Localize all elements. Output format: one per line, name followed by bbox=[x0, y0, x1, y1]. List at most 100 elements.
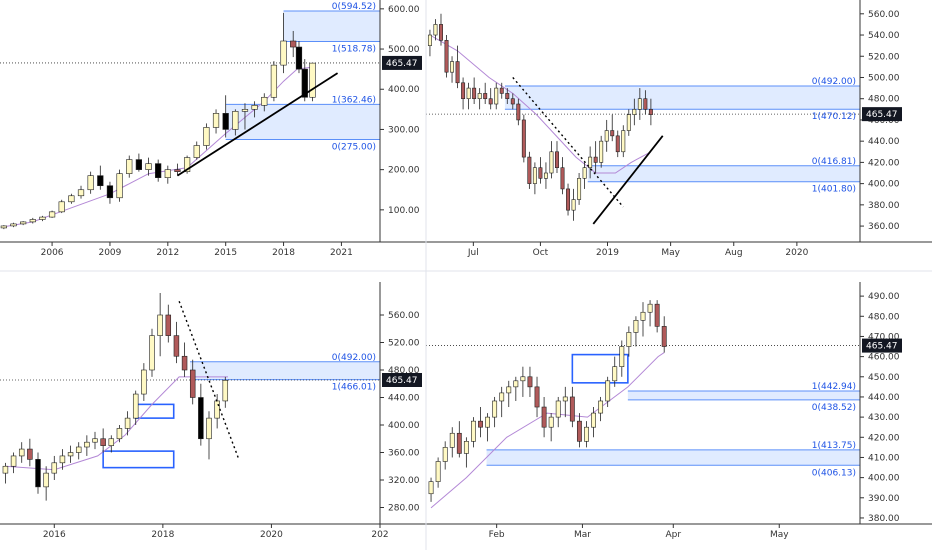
y-tick-label: 400.00 bbox=[868, 474, 900, 484]
candle-body bbox=[126, 159, 133, 174]
fib-level-label: 1(401.80) bbox=[812, 185, 856, 195]
candle-body bbox=[610, 130, 615, 137]
marked-box bbox=[102, 450, 175, 469]
candle-body bbox=[582, 167, 587, 179]
candle-body bbox=[97, 175, 104, 187]
dotted-trendline bbox=[178, 301, 240, 460]
candle-body bbox=[520, 376, 526, 382]
candle-body bbox=[232, 111, 239, 130]
moving-average-line bbox=[5, 376, 228, 471]
fib-zone bbox=[627, 391, 860, 400]
candle-body bbox=[212, 113, 220, 128]
candle-body bbox=[435, 461, 441, 482]
candle-body bbox=[571, 199, 576, 211]
fib-level-label: 0(406.13) bbox=[812, 468, 856, 478]
y-tick-label: 470.00 bbox=[868, 332, 900, 342]
candle-body bbox=[164, 169, 171, 178]
fib-zone bbox=[283, 11, 380, 42]
x-tick-label: Aug bbox=[725, 248, 743, 258]
x-tick-label: 2015 bbox=[214, 248, 237, 258]
x-tick-label: May bbox=[661, 248, 680, 258]
moving-average-line bbox=[3, 66, 313, 228]
x-tick-label: 2019 bbox=[596, 248, 619, 258]
candle-body bbox=[548, 416, 554, 428]
candle-body bbox=[206, 417, 212, 440]
candle-body bbox=[10, 223, 17, 227]
candle-body bbox=[449, 432, 455, 448]
y-tick-label: 200.00 bbox=[388, 166, 420, 176]
candle-body bbox=[295, 46, 303, 70]
fib-zone bbox=[190, 361, 380, 380]
candle-body bbox=[450, 61, 455, 73]
candle-body bbox=[189, 369, 196, 398]
candle-body bbox=[455, 61, 460, 84]
candle-body bbox=[442, 447, 448, 462]
candle-body bbox=[521, 119, 526, 158]
candle-body bbox=[647, 303, 653, 313]
candle-body bbox=[555, 151, 559, 169]
x-tick-label: 2018 bbox=[272, 248, 295, 258]
candle-body bbox=[466, 87, 471, 100]
y-tick-label: 280.00 bbox=[388, 504, 420, 514]
candle-body bbox=[241, 109, 249, 112]
y-tick-label: 560.00 bbox=[868, 10, 900, 20]
candle-body bbox=[478, 420, 483, 428]
candle-body bbox=[477, 93, 482, 100]
candle-body bbox=[593, 156, 598, 163]
candle-body bbox=[174, 169, 181, 172]
candle-body bbox=[494, 87, 499, 105]
candle-body bbox=[0, 225, 7, 229]
x-tick-label: Apr bbox=[665, 530, 681, 540]
candle-body bbox=[58, 201, 65, 213]
candle-body bbox=[135, 159, 142, 170]
candle-body bbox=[222, 113, 229, 130]
fib-level-label: 0(594.52) bbox=[332, 2, 376, 12]
candle-body bbox=[280, 40, 287, 66]
candle-body bbox=[541, 406, 547, 428]
fib-zone bbox=[225, 104, 380, 140]
moving-average-line bbox=[430, 352, 665, 509]
candle-body bbox=[632, 109, 637, 115]
y-tick-label: 360.00 bbox=[868, 222, 900, 232]
chart-panel-weekly: 0(492.00) 1(466.01) 280.00 320.00 360.00 400.… bbox=[0, 282, 426, 540]
x-tick-label: 202 bbox=[371, 530, 388, 540]
candle-body bbox=[499, 87, 504, 94]
x-tick-label: Mar bbox=[574, 530, 591, 540]
candle-body bbox=[183, 157, 191, 172]
y-tick-label: 420.00 bbox=[868, 158, 900, 168]
y-tick-label: 540.00 bbox=[868, 31, 900, 41]
candle-body bbox=[588, 156, 593, 169]
fib-level-label: 1(362.46) bbox=[332, 95, 376, 105]
candle-body bbox=[145, 163, 152, 170]
candle-body bbox=[485, 416, 490, 428]
candle-body bbox=[637, 98, 642, 110]
y-tick-label: 500.00 bbox=[388, 45, 420, 55]
last-price-tag bbox=[862, 107, 902, 122]
last-price-label: 465.47 bbox=[386, 376, 418, 386]
fib-level-label: 1(413.75) bbox=[812, 441, 856, 451]
candle-body bbox=[626, 332, 632, 347]
x-tick-label: Jul bbox=[467, 248, 479, 258]
candle-body bbox=[654, 303, 660, 327]
support-trendline bbox=[176, 72, 339, 177]
y-tick-label: 520.00 bbox=[388, 339, 420, 349]
y-tick-label: 380.00 bbox=[868, 201, 900, 211]
fib-level-label: 1(470.12) bbox=[812, 112, 856, 122]
last-price-tag bbox=[862, 338, 902, 353]
candle-body bbox=[621, 130, 626, 153]
candle-body bbox=[661, 326, 667, 347]
last-price-label: 465.47 bbox=[386, 59, 418, 69]
candle-body bbox=[43, 472, 49, 488]
candle-body bbox=[155, 163, 162, 178]
fib-level-label: 0(275.00) bbox=[332, 142, 376, 152]
last-price-label: 465.47 bbox=[866, 110, 898, 120]
candle-body bbox=[463, 441, 469, 454]
y-tick-label: 440.00 bbox=[388, 394, 420, 404]
x-tick-label: Feb bbox=[489, 530, 505, 540]
candle-body bbox=[505, 93, 510, 100]
dotted-trendline bbox=[512, 77, 624, 208]
candle-body bbox=[203, 127, 210, 146]
last-price-label: 465.47 bbox=[866, 342, 898, 352]
candle-body bbox=[472, 87, 477, 100]
